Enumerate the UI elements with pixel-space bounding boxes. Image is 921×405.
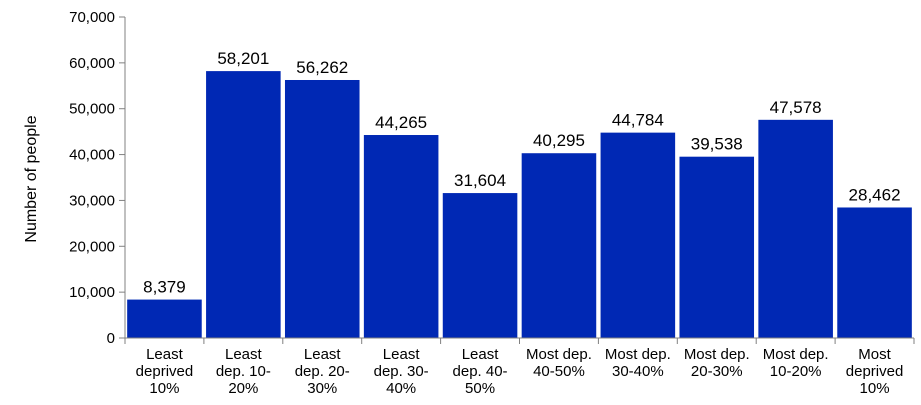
y-tick-label: 10,000 bbox=[69, 284, 115, 301]
data-label: 44,784 bbox=[612, 111, 664, 130]
y-tick-label: 50,000 bbox=[69, 101, 115, 118]
x-tick-label: Least dep. 20-30% bbox=[295, 346, 350, 397]
y-tick-label: 40,000 bbox=[69, 147, 115, 164]
bar bbox=[284, 79, 360, 339]
x-tick-label: Least dep. 40-50% bbox=[453, 346, 508, 397]
y-axis-ticks: 0 10,000 20,000 30,000 40,000 50,000 60,000 70,… bbox=[69, 9, 125, 347]
y-tick-label: 60,000 bbox=[69, 55, 115, 72]
y-tick-label: 70,000 bbox=[69, 9, 115, 26]
data-label: 56,262 bbox=[296, 58, 348, 77]
data-label: 47,578 bbox=[770, 98, 822, 117]
data-label: 39,538 bbox=[691, 135, 743, 154]
data-label: 58,201 bbox=[217, 49, 269, 68]
bar bbox=[127, 299, 202, 338]
y-axis-title: Number of people bbox=[23, 115, 40, 242]
data-label: 44,265 bbox=[375, 113, 427, 132]
data-label: 8,379 bbox=[143, 278, 186, 297]
y-tick-label: 30,000 bbox=[69, 192, 115, 209]
x-tick-label: Most dep. 30-40% bbox=[605, 346, 671, 380]
bar bbox=[679, 156, 755, 338]
x-tick-label: Most dep. 10-20% bbox=[763, 346, 829, 380]
bar bbox=[206, 71, 281, 338]
x-tick-label: Least deprived 10% bbox=[136, 346, 194, 397]
data-labels: 8,379 58,201 56,262 44,265 31,604 40,295 44,78… bbox=[143, 49, 900, 296]
x-tick-label: Most deprived 10% bbox=[846, 346, 904, 397]
data-label: 31,604 bbox=[454, 171, 506, 190]
data-label: 28,462 bbox=[849, 185, 901, 204]
bars bbox=[127, 71, 912, 339]
x-tick-label: Least dep. 30-40% bbox=[374, 346, 429, 397]
bar bbox=[837, 207, 912, 338]
bar bbox=[758, 119, 833, 338]
bar bbox=[600, 132, 676, 338]
x-axis-ticks: Least deprived 10% Least dep. 10-20% Least dep… bbox=[124, 338, 915, 397]
x-tick-label: Most dep. 20-30% bbox=[684, 346, 750, 380]
x-tick-label: Most dep. 40-50% bbox=[526, 346, 592, 380]
bar bbox=[521, 153, 597, 338]
y-tick-label: 20,000 bbox=[69, 238, 115, 255]
data-label: 40,295 bbox=[533, 131, 585, 150]
bar bbox=[363, 135, 439, 338]
y-tick-label: 0 bbox=[107, 330, 115, 347]
bar bbox=[442, 193, 518, 338]
x-tick-label: Least dep. 10-20% bbox=[216, 346, 271, 397]
